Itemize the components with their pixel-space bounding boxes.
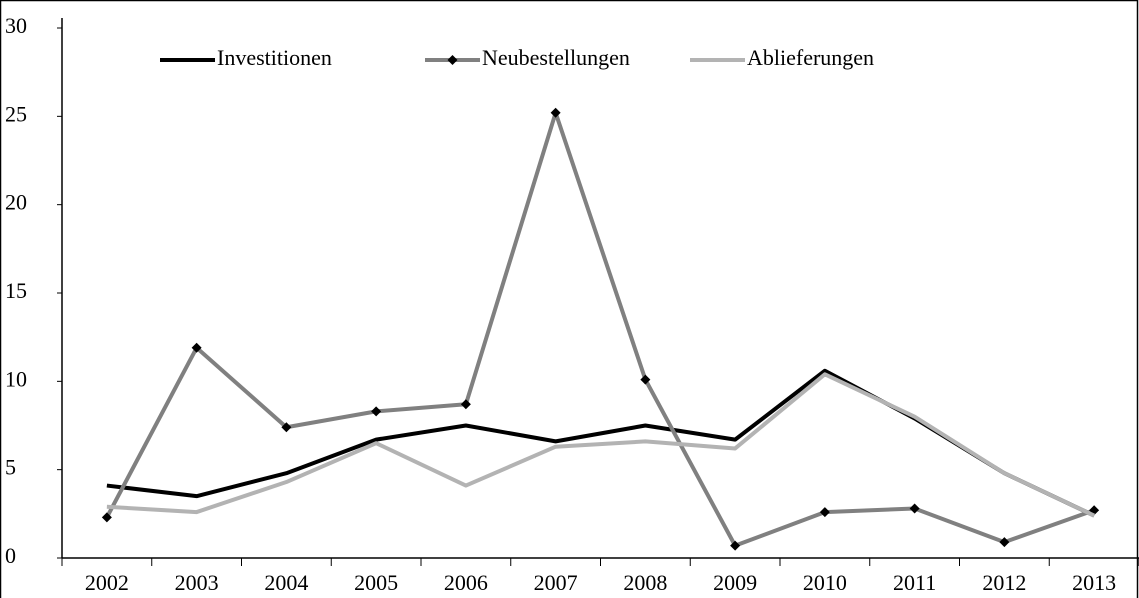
y-tick-label: 0 xyxy=(5,543,16,568)
series-marker xyxy=(640,374,651,385)
series-marker xyxy=(909,503,920,514)
series-marker xyxy=(281,422,292,433)
series-marker xyxy=(371,406,382,417)
x-tick-label: 2004 xyxy=(264,570,308,595)
series-marker xyxy=(730,540,741,551)
x-tick-label: 2002 xyxy=(85,570,129,595)
series-marker xyxy=(819,507,830,518)
x-tick-label: 2013 xyxy=(1072,570,1116,595)
y-tick-label: 15 xyxy=(5,278,27,303)
x-tick-label: 2006 xyxy=(444,570,488,595)
x-tick-label: 2007 xyxy=(534,570,578,595)
x-tick-label: 2003 xyxy=(175,570,219,595)
series-marker xyxy=(191,342,202,353)
legend-marker xyxy=(447,55,458,65)
x-tick-label: 2012 xyxy=(982,570,1026,595)
legend-label: Ablieferungen xyxy=(747,45,874,70)
x-tick-label: 2005 xyxy=(354,570,398,595)
y-tick-label: 25 xyxy=(5,101,27,126)
legend-label: Neubestellungen xyxy=(482,45,630,70)
x-tick-label: 2008 xyxy=(623,570,667,595)
series-marker xyxy=(999,537,1010,548)
x-tick-label: 2011 xyxy=(893,570,936,595)
series-marker xyxy=(460,399,471,410)
x-tick-label: 2010 xyxy=(803,570,847,595)
y-tick-label: 10 xyxy=(5,366,27,391)
series-line xyxy=(105,110,1095,548)
y-tick-label: 30 xyxy=(5,13,27,38)
series-marker xyxy=(101,512,112,523)
y-tick-label: 5 xyxy=(5,455,16,480)
series-line xyxy=(106,372,1095,518)
series-marker xyxy=(550,107,561,118)
x-tick-label: 2009 xyxy=(713,570,757,595)
legend-label: Investitionen xyxy=(217,45,332,70)
y-tick-label: 20 xyxy=(5,190,27,215)
